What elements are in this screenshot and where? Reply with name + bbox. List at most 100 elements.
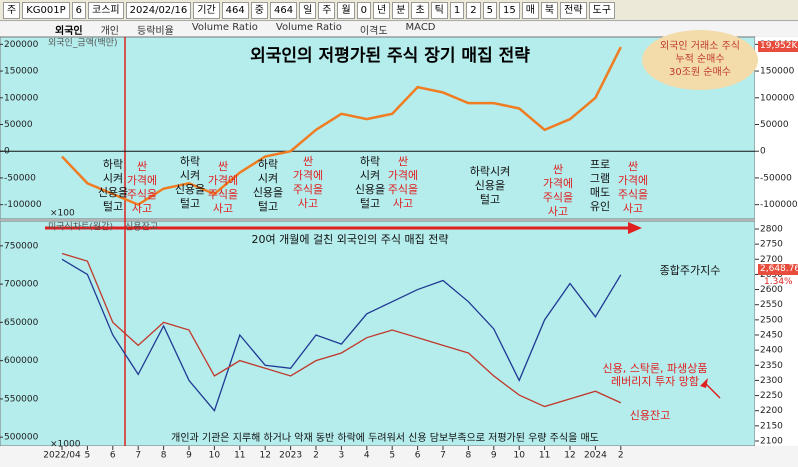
toolbar-item[interactable]: KG001P — [22, 1, 70, 19]
data-line — [61, 258, 622, 413]
toolbar-item[interactable]: 2 — [466, 1, 481, 19]
x-tick-label: 9 — [491, 451, 497, 461]
y2-tick-label: 2100 — [760, 437, 783, 447]
y2-tick-label: 100000 — [760, 93, 795, 103]
y2-tick-label: 2550 — [760, 300, 783, 310]
x-axis-area — [0, 446, 798, 467]
x-tick-label: 2 — [618, 451, 624, 461]
annotation: 싼 가격에 주식을 사고 — [207, 160, 239, 215]
annotation: 개인과 기관은 지루해 하거나 악재 동반 하락에 두려워서 신용 담보부족으로… — [171, 433, 599, 444]
current-tag: 2,648.76 — [758, 264, 798, 275]
y2-tick-label: 2450 — [760, 331, 783, 341]
y-tick-label: 150000 — [4, 67, 39, 77]
unit-note: ×1000 — [50, 440, 81, 450]
x-tick-label: 10 — [209, 451, 221, 461]
tab[interactable]: 개인 — [100, 26, 120, 37]
top-panel — [0, 36, 756, 220]
tab[interactable]: 외국인 — [55, 26, 83, 37]
annotation: 하락시켜 신용을 털고 — [469, 165, 511, 206]
toolbar-item[interactable]: 분 — [392, 1, 410, 19]
pointer-line — [704, 382, 721, 399]
y-tick-label: -100000 — [4, 200, 42, 210]
x-tick-label: 12 — [564, 451, 575, 461]
toolbar-item[interactable]: 중 — [250, 1, 268, 19]
annotation: 싼 가격에 주식을 사고 — [542, 163, 574, 218]
toolbar-item[interactable]: 년 — [373, 1, 391, 19]
x-tick-label: 5 — [389, 451, 395, 461]
toolbar-item[interactable]: 주 — [3, 1, 21, 19]
y-tick-label: 100000 — [4, 93, 39, 103]
y2-tick-label: 2750 — [760, 240, 783, 250]
annotation: 싼 가격에 주식을 사고 — [617, 160, 649, 215]
toolbar-item[interactable]: 464 — [221, 1, 249, 19]
toolbar-item[interactable]: 0 — [356, 1, 372, 19]
annotation: 하락 시켜 신용을 털고 — [354, 155, 386, 210]
legend-entry: 신용잔고 — [125, 222, 158, 233]
annotation: 싼 가격에 주식을 사고 — [387, 155, 419, 210]
y-tick-label: -50000 — [4, 173, 36, 183]
x-tick-label: 2022/04 — [43, 451, 81, 461]
x-tick-label: 5 — [85, 451, 91, 461]
annotation: 하락 시켜 신용을 털고 — [252, 158, 284, 213]
toolbar-item[interactable]: 464 — [269, 1, 298, 19]
toolbar-item[interactable]: 주 — [318, 1, 336, 19]
x-tick-label: 10 — [513, 451, 525, 461]
toolbar-item[interactable]: 도구 — [588, 1, 615, 19]
y-tick-label: 600000 — [4, 356, 39, 366]
x-tick-label: 4 — [364, 451, 370, 461]
tab[interactable]: 등락비율 — [137, 26, 174, 37]
tab[interactable]: Volume Ratio — [191, 22, 258, 33]
toolbar-item[interactable]: 월 — [337, 1, 355, 19]
toolbar-item[interactable]: 1 — [449, 1, 465, 19]
y2-tick-label: 2500 — [760, 315, 783, 325]
y2-tick-label: 150000 — [760, 67, 795, 77]
current-tag: 19,952K — [758, 41, 798, 52]
y2-tick-label: 2400 — [760, 346, 783, 356]
toolbar: 주 KG001P 6 코스피 2024/02/16 기간 464 중 464 일 주 월 0 년 분 초 틱 1 2… — [0, 0, 798, 21]
x-tick-label: 8 — [161, 451, 167, 461]
toolbar-item[interactable]: 매 — [521, 1, 539, 19]
x-tick-label: 6 — [110, 451, 116, 461]
y2-tick-label: 2800 — [760, 225, 783, 235]
x-tick-label: 11 — [234, 451, 245, 461]
toolbar-item[interactable]: 6 — [71, 1, 87, 19]
y2-tick-label: 2700 — [760, 255, 783, 265]
x-tick-label: 2023 — [279, 451, 302, 461]
y2-tick-label: 50000 — [760, 120, 789, 130]
annotation: 하락 시켜 신용을 털고 — [97, 158, 129, 213]
toolbar-item[interactable]: 코스피 — [88, 1, 124, 19]
y-tick-label: 700000 — [4, 280, 39, 290]
x-tick-label: 12 — [259, 451, 270, 461]
y-tick-label: 550000 — [4, 394, 39, 404]
y2-tick-label: 2250 — [760, 391, 783, 401]
toolbar-item[interactable]: 초 — [411, 1, 429, 19]
toolbar-item[interactable]: 전략 — [560, 1, 587, 19]
legend-entry: 외국인_금액(백만) — [48, 37, 117, 49]
tab[interactable]: Volume Ratio — [275, 22, 342, 33]
toolbar-item[interactable]: 기간 — [193, 1, 220, 19]
annotation: 프로 그램 매도 유인 — [589, 158, 611, 213]
data-line — [61, 46, 622, 207]
y-tick-label: 650000 — [4, 318, 39, 328]
y-tick-label: 200000 — [4, 40, 39, 50]
toolbar-item[interactable]: 일 — [299, 1, 317, 19]
toolbar-item[interactable]: 5 — [482, 1, 497, 19]
x-tick-label: 3 — [339, 451, 345, 461]
x-tick-label: 9 — [186, 451, 192, 461]
annotation: 싼 가격에 주식을 사고 — [292, 155, 324, 210]
toolbar-item[interactable]: 2024/02/16 — [125, 1, 192, 19]
unit-note: ×100 — [50, 209, 75, 219]
x-tick-label: 7 — [440, 451, 446, 461]
tab[interactable]: MACD — [405, 22, 436, 33]
toolbar-item[interactable]: 15 — [498, 1, 520, 19]
toolbar-item[interactable]: 틱 — [430, 1, 448, 19]
annotation: 20여 개월에 걸친 외국인의 주식 매집 전략 — [251, 233, 449, 246]
x-tick-label: 2024 — [584, 451, 607, 461]
annotation: 신용, 스탁론, 파생상품 레버리지 투자 망함 — [602, 362, 708, 388]
right-axis-area — [755, 37, 798, 446]
toolbar-item[interactable]: 북 — [540, 1, 559, 19]
tab[interactable]: 이격도 — [359, 26, 388, 37]
current-tag: 1.34% — [764, 277, 793, 287]
